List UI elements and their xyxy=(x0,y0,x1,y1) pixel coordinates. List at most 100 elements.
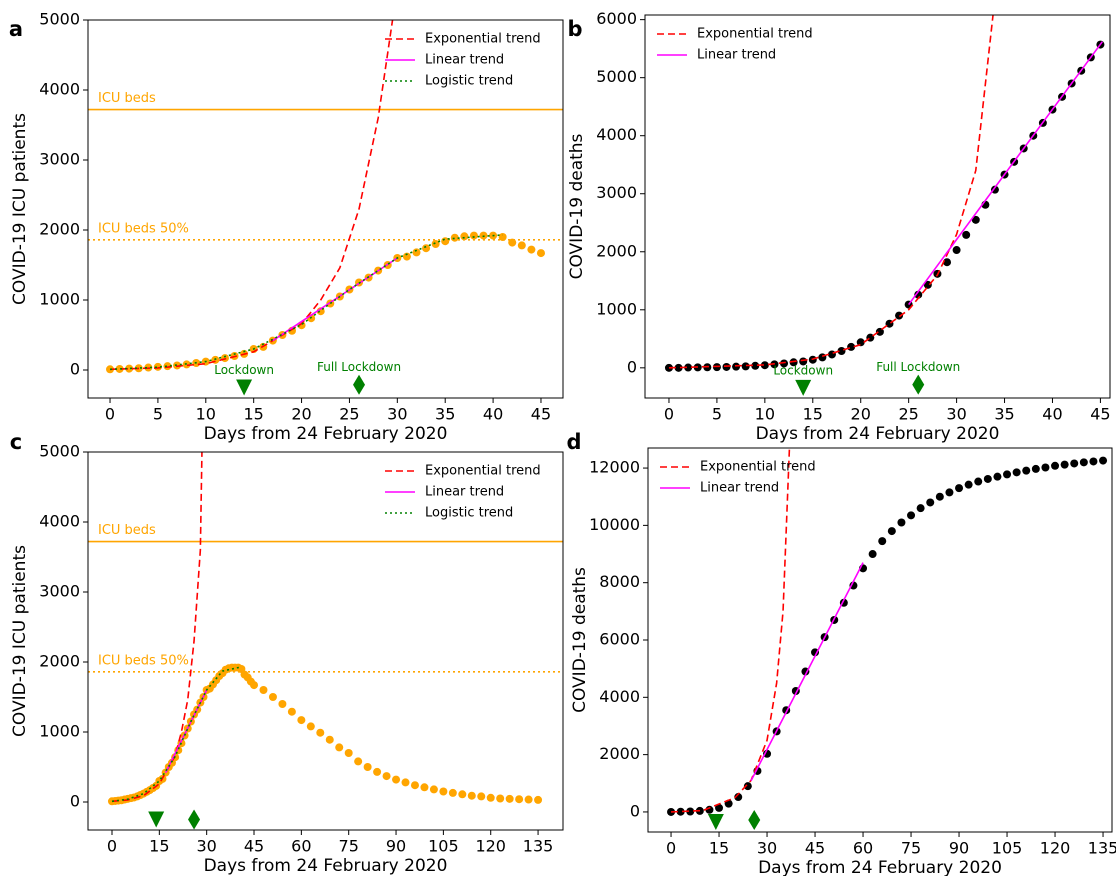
y-tick-label: 1000 xyxy=(39,290,80,309)
data-point xyxy=(259,686,268,694)
axes-frame xyxy=(87,19,564,399)
data-point xyxy=(751,361,760,370)
axes-frame xyxy=(647,447,1113,833)
y-tick-label: 6000 xyxy=(599,630,640,649)
data-point xyxy=(734,793,743,802)
data-point xyxy=(856,338,865,347)
x-tick-label: 105 xyxy=(992,839,1023,858)
data-point xyxy=(508,238,517,247)
data-point xyxy=(125,364,134,373)
data-point xyxy=(990,185,999,194)
data-point xyxy=(422,244,431,253)
x-tick-label: 20 xyxy=(851,405,871,424)
data-point xyxy=(674,363,683,372)
x-tick-label: 5 xyxy=(153,405,163,424)
data-point xyxy=(448,788,457,797)
data-point xyxy=(971,215,980,224)
data-point xyxy=(974,477,983,486)
x-tick-label: 40 xyxy=(483,405,503,424)
y-axis-label: COVID-19 ICU patients xyxy=(10,113,30,305)
y-tick-label: 0 xyxy=(70,360,80,379)
x-tick-label: 35 xyxy=(435,405,455,424)
data-point xyxy=(517,241,526,250)
x-tick-label: 120 xyxy=(475,837,506,856)
data-point xyxy=(964,480,973,489)
x-tick-label: 75 xyxy=(901,839,921,858)
y-tick-label: 1000 xyxy=(39,722,80,741)
event-marker xyxy=(748,809,761,830)
data-point xyxy=(429,785,438,794)
x-tick-label: 30 xyxy=(946,405,966,424)
data-point xyxy=(401,778,410,787)
data-point xyxy=(469,231,478,240)
data-point xyxy=(1012,468,1021,477)
y-tick-label: 4000 xyxy=(39,512,80,531)
data-point xyxy=(868,550,877,559)
trend-line xyxy=(908,41,1103,306)
data-point xyxy=(789,358,798,367)
event-marker xyxy=(188,809,201,830)
data-point xyxy=(962,230,971,239)
x-tick-label: 0 xyxy=(664,405,674,424)
data-point xyxy=(163,362,172,371)
data-point xyxy=(439,787,448,796)
axes-frame xyxy=(644,14,1111,399)
legend-label: Exponential trend xyxy=(700,460,816,475)
data-point xyxy=(1031,464,1040,473)
legend-label: Linear trend xyxy=(425,53,504,68)
data-point xyxy=(1089,457,1098,466)
data-point xyxy=(1079,458,1088,467)
data-point xyxy=(515,795,524,804)
y-tick-label: 0 xyxy=(627,357,637,376)
trend-line xyxy=(110,20,394,371)
reference-label: ICU beds xyxy=(98,91,156,106)
data-point xyxy=(527,245,536,254)
data-point xyxy=(373,767,382,776)
x-tick-label: 45 xyxy=(531,405,551,424)
x-tick-label: 45 xyxy=(1090,405,1110,424)
y-tick-label: 0 xyxy=(70,792,80,811)
legend-label: Exponential trend xyxy=(697,27,813,42)
data-point xyxy=(1041,463,1050,472)
legend-label: Exponential trend xyxy=(425,32,541,47)
y-tick-label: 4000 xyxy=(599,687,640,706)
y-tick-label: 5000 xyxy=(596,67,637,86)
data-point xyxy=(392,775,401,784)
data-point xyxy=(923,280,932,289)
data-point xyxy=(496,794,505,803)
data-point xyxy=(524,795,533,804)
data-point xyxy=(536,249,545,258)
x-axis-label: Days from 24 February 2020 xyxy=(756,424,1000,444)
data-point xyxy=(297,716,306,725)
event-label: Full Lockdown xyxy=(876,360,960,374)
data-point xyxy=(363,763,372,771)
data-point xyxy=(420,783,429,792)
y-tick-label: 0 xyxy=(630,801,640,820)
data-point xyxy=(115,364,124,373)
trend-line xyxy=(671,448,791,813)
data-point xyxy=(952,246,961,255)
plot-area xyxy=(88,20,563,374)
x-tick-label: 120 xyxy=(1040,839,1071,858)
x-tick-label: 135 xyxy=(523,837,554,856)
data-point xyxy=(458,790,467,799)
panel-label: a xyxy=(9,17,23,41)
x-tick-label: 5 xyxy=(712,405,722,424)
trend-line xyxy=(111,666,242,803)
data-point xyxy=(722,362,731,371)
data-point xyxy=(106,365,115,374)
x-tick-label: 15 xyxy=(243,405,263,424)
x-tick-label: 25 xyxy=(339,405,359,424)
data-point xyxy=(955,484,964,493)
y-tick-label: 3000 xyxy=(39,150,80,169)
legend-label: Logistic trend xyxy=(425,74,513,89)
y-tick-label: 12000 xyxy=(589,458,640,477)
data-point xyxy=(153,362,162,371)
y-tick-label: 2000 xyxy=(39,220,80,239)
data-point xyxy=(335,743,344,752)
data-point xyxy=(993,472,1002,481)
event-label: Lockdown xyxy=(773,363,833,377)
data-point xyxy=(268,693,277,701)
data-point xyxy=(402,252,411,261)
x-tick-label: 15 xyxy=(803,405,823,424)
